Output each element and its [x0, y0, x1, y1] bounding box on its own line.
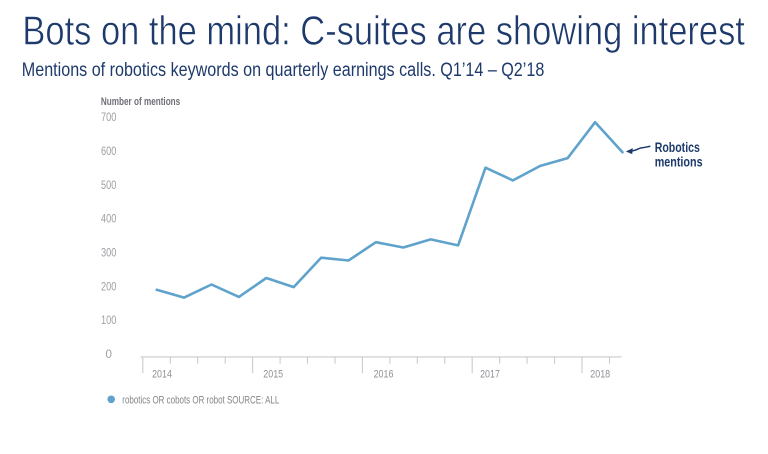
svg-text:Bots on the mind: C-suites are: Bots on the mind: C-suites are showing i… — [22, 7, 745, 53]
svg-text:100: 100 — [101, 314, 116, 327]
svg-text:2017: 2017 — [480, 368, 500, 380]
svg-text:600: 600 — [101, 145, 116, 158]
svg-text:Robotics: Robotics — [655, 140, 700, 155]
svg-text:400: 400 — [101, 213, 116, 226]
svg-text:mentions: mentions — [655, 155, 703, 170]
svg-text:Mentions of robotics keywords: Mentions of robotics keywords on quarter… — [22, 59, 545, 81]
svg-text:robotics OR cobots OR robot SO: robotics OR cobots OR robot SOURCE: ALL — [122, 395, 279, 407]
svg-text:2015: 2015 — [263, 368, 283, 380]
svg-text:200: 200 — [101, 280, 116, 293]
svg-text:2018: 2018 — [590, 368, 610, 380]
svg-text:2016: 2016 — [374, 368, 394, 380]
svg-text:500: 500 — [101, 179, 116, 192]
svg-text:0: 0 — [105, 348, 111, 361]
svg-text:2014: 2014 — [152, 368, 172, 380]
svg-text:700: 700 — [101, 111, 116, 124]
svg-text:300: 300 — [101, 247, 116, 260]
svg-text:Number of mentions: Number of mentions — [101, 96, 180, 108]
